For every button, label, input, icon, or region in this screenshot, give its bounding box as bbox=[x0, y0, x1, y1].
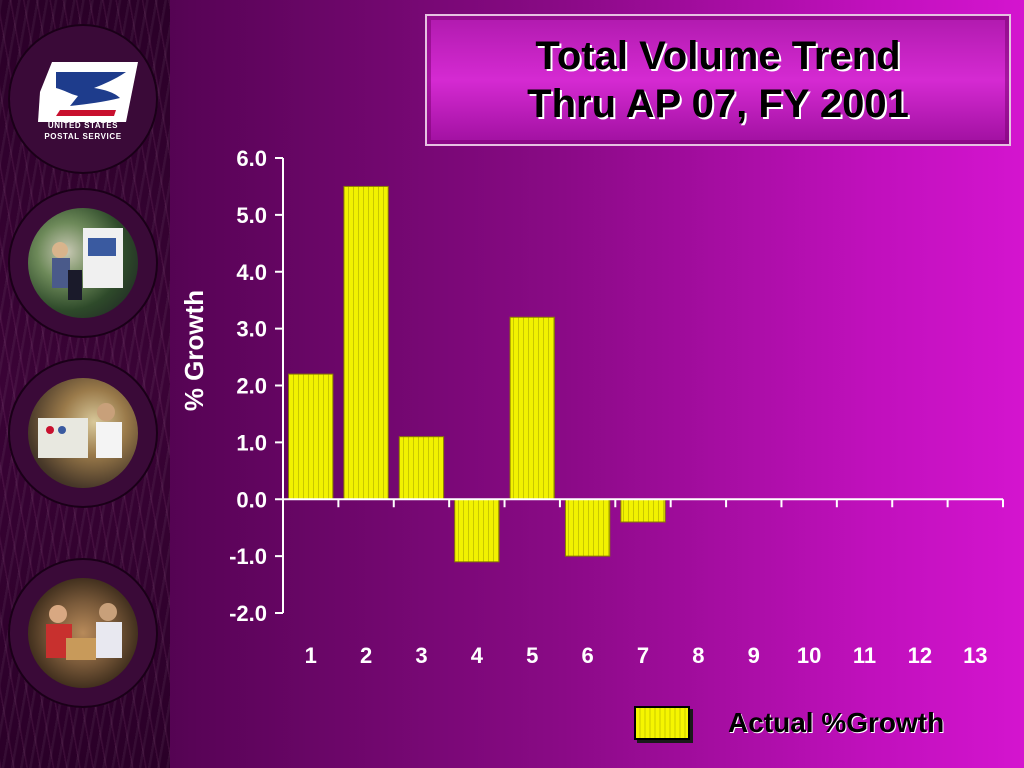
title-box: Total Volume Trend Thru AP 07, FY 2001 bbox=[425, 14, 1011, 146]
x-tick-label: 2 bbox=[360, 643, 372, 668]
legend-swatch bbox=[634, 706, 690, 740]
chart-title-line1: Total Volume Trend bbox=[535, 34, 901, 78]
x-tick-label: 3 bbox=[415, 643, 427, 668]
x-tick-label: 11 bbox=[853, 643, 876, 668]
bar-2 bbox=[343, 185, 389, 500]
package-delivery-photo-icon bbox=[28, 578, 138, 688]
x-tick-label: 13 bbox=[963, 643, 987, 668]
bar-4 bbox=[454, 498, 500, 563]
x-tick-label: 5 bbox=[526, 643, 538, 668]
postal-worker-photo-icon bbox=[28, 378, 138, 488]
x-tick-label: 7 bbox=[637, 643, 649, 668]
legend: Actual %Growth bbox=[634, 706, 944, 740]
bar-5 bbox=[509, 316, 555, 500]
photo-medallion-3 bbox=[8, 558, 158, 708]
y-tick-label: 0.0 bbox=[236, 487, 267, 512]
y-tick-label: -1.0 bbox=[229, 544, 267, 569]
logo-text-line1: UNITED STATES bbox=[47, 121, 119, 130]
x-tick-label: 9 bbox=[748, 643, 760, 668]
x-tick-label: 12 bbox=[908, 643, 932, 668]
logo-medallion: UNITED STATES POSTAL SERVICE bbox=[8, 24, 158, 174]
chart-title-line2: Thru AP 07, FY 2001 bbox=[527, 82, 909, 126]
x-tick-label: 6 bbox=[581, 643, 593, 668]
logo-text: UNITED STATES POSTAL SERVICE bbox=[26, 120, 140, 142]
bar-6 bbox=[564, 498, 611, 557]
y-tick-label: 2.0 bbox=[236, 374, 267, 399]
x-tick-label: 10 bbox=[797, 643, 821, 668]
sidebar-decoration: UNITED STATES POSTAL SERVICE bbox=[0, 0, 170, 768]
y-tick-label: 6.0 bbox=[236, 146, 267, 171]
y-ticks: 6.0 5.0 4.0 3.0 2.0 1.0 0.0 -1.0 -2.0 bbox=[229, 146, 283, 626]
bar-1 bbox=[288, 373, 334, 500]
x-ticks: 1 2 3 4 5 6 7 8 9 10 11 12 13 bbox=[305, 499, 1004, 668]
x-tick-label: 4 bbox=[471, 643, 484, 668]
bars-layer bbox=[288, 185, 666, 563]
photo-medallion-1 bbox=[8, 188, 158, 338]
logo-text-line2: POSTAL SERVICE bbox=[44, 132, 122, 141]
y-tick-label: 5.0 bbox=[236, 203, 267, 228]
y-tick-label: 3.0 bbox=[236, 317, 267, 342]
y-axis-label: % Growth bbox=[179, 290, 209, 411]
legend-label: Actual %Growth bbox=[728, 707, 945, 738]
mail-carrier-photo-icon bbox=[28, 208, 138, 318]
bar-3 bbox=[398, 436, 445, 500]
y-tick-label: 4.0 bbox=[236, 260, 267, 285]
y-tick-label: 1.0 bbox=[236, 430, 267, 455]
photo-medallion-2 bbox=[8, 358, 158, 508]
bar-7 bbox=[620, 498, 666, 523]
y-tick-label: -2.0 bbox=[229, 601, 267, 626]
usps-eagle-logo-icon bbox=[38, 62, 138, 122]
x-tick-label: 8 bbox=[692, 643, 704, 668]
x-tick-label: 1 bbox=[305, 643, 317, 668]
